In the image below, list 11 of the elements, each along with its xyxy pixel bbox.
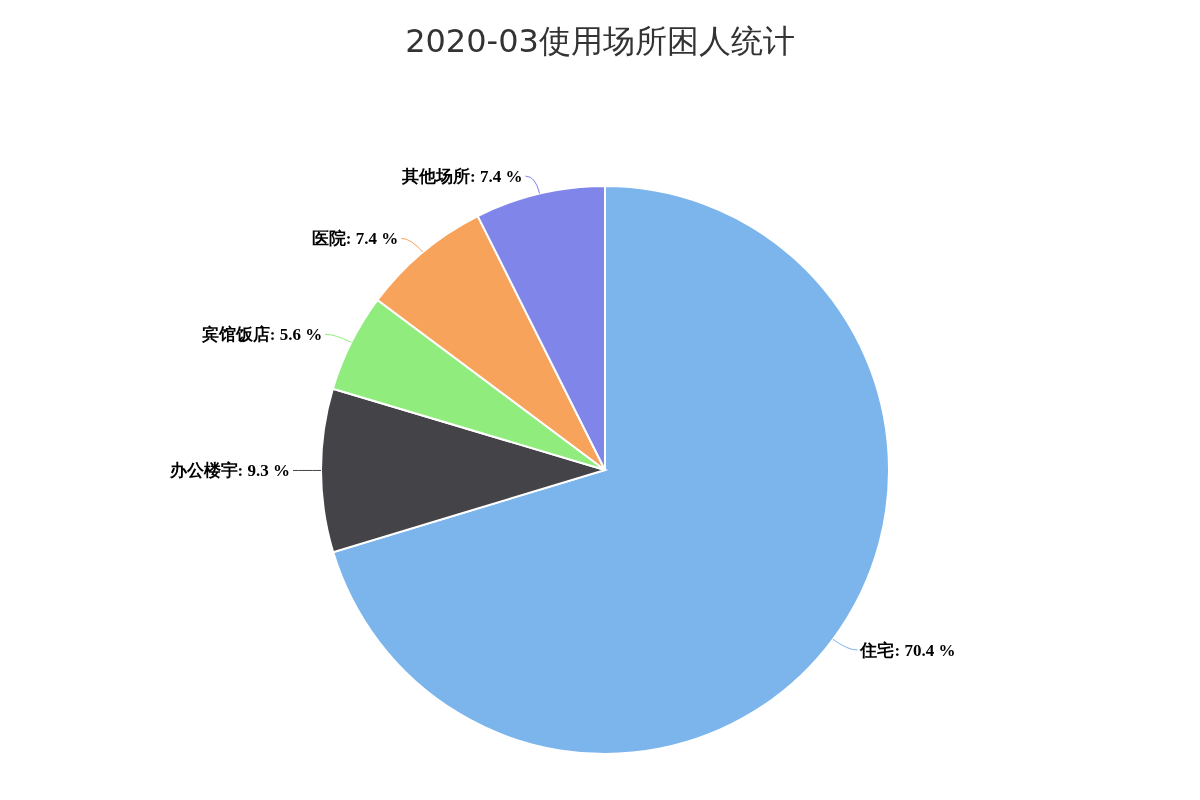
data-label: : 7.4 % <box>470 167 523 187</box>
data-label: : 7.4 % <box>345 229 399 249</box>
slice-label: 宾馆饭店 <box>200 324 270 345</box>
slice-label: 其他场所 <box>401 166 471 187</box>
data-label: : 9.3 % <box>237 461 290 481</box>
data-label: : 70.4 % <box>894 641 956 661</box>
data-label: : 5.6 % <box>269 325 323 345</box>
chart-title: 2020-03使用场所困人统计 <box>404 21 796 62</box>
slice-label: 医院 <box>311 228 346 249</box>
slice-label: 住宅 <box>859 640 895 661</box>
slice-label: 办公楼宇 <box>168 460 238 481</box>
